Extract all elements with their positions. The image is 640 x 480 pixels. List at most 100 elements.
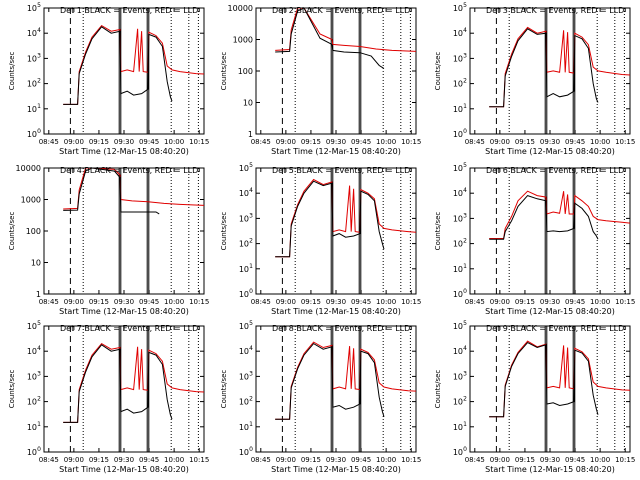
y-tick-label: 10	[453, 240, 463, 249]
y-tick-label-exp: 2	[463, 78, 467, 85]
y-tick-label: 10	[27, 347, 37, 356]
x-tick-label: 10:00	[164, 456, 184, 464]
x-axis-title: Start Time (12-Mar-15 08:40:20)	[271, 307, 401, 316]
x-tick-label: 10:00	[376, 298, 396, 306]
y-tick-label-exp: 4	[37, 345, 41, 352]
y-tick-label: 1000	[233, 36, 253, 45]
x-tick-label: 08:45	[251, 138, 271, 146]
y-tick-label: 10	[453, 322, 463, 331]
y-tick-label-exp: 3	[37, 52, 41, 59]
y-tick-label-exp: 1	[249, 421, 253, 428]
x-tick-label: 09:15	[89, 456, 109, 464]
y-tick-label-exp: 3	[249, 370, 253, 377]
y-tick-label: 10	[453, 29, 463, 38]
x-tick-label: 09:15	[89, 298, 109, 306]
x-tick-label: 09:30	[114, 138, 134, 146]
y-tick-label-exp: 4	[463, 187, 467, 194]
events-series-line	[489, 195, 599, 240]
x-tick-label: 09:45	[139, 138, 159, 146]
x-tick-label: 08:45	[251, 298, 271, 306]
lld-series-line	[275, 8, 416, 52]
y-tick-label: 10000	[16, 164, 41, 173]
y-tick-label-exp: 1	[37, 421, 41, 428]
x-tick-label: 09:00	[276, 138, 296, 146]
panel-title: Det 5 BLACK = Events, RED = LLD	[272, 166, 410, 175]
lld-series-line	[275, 178, 416, 258]
y-tick-label: 1000	[21, 196, 41, 205]
y-tick-label: 10	[27, 372, 37, 381]
x-tick-label: 08:45	[465, 456, 485, 464]
x-tick-label: 09:45	[351, 456, 371, 464]
y-tick-label-exp: 1	[249, 263, 253, 270]
events-series-line	[489, 28, 599, 108]
y-tick-label-exp: 2	[37, 78, 41, 85]
y-tick-label: 10	[453, 347, 463, 356]
x-tick-label: 10:00	[590, 456, 610, 464]
y-tick-label-exp: 3	[37, 370, 41, 377]
events-series-line	[489, 341, 599, 418]
y-axis-title: Counts/sec	[8, 212, 16, 251]
y-tick-label-exp: 0	[463, 446, 467, 453]
x-tick-label: 09:30	[540, 298, 560, 306]
y-tick-label: 10	[453, 372, 463, 381]
y-axis-title: Counts/sec	[434, 52, 442, 91]
x-tick-label: 10:00	[590, 138, 610, 146]
x-axis-title: Start Time (12-Mar-15 08:40:20)	[59, 307, 189, 316]
y-tick-label-exp: 2	[463, 238, 467, 245]
y-tick-label-exp: 4	[249, 187, 253, 194]
x-tick-label: 10:15	[189, 298, 209, 306]
x-tick-label: 09:15	[89, 138, 109, 146]
y-tick-label-exp: 1	[37, 103, 41, 110]
x-axis-title: Start Time (12-Mar-15 08:40:20)	[485, 465, 615, 474]
y-tick-label-exp: 0	[463, 128, 467, 135]
y-tick-label: 10	[243, 99, 253, 108]
y-tick-label: 10	[239, 164, 249, 173]
events-series-line	[275, 8, 385, 69]
y-tick-label: 1	[36, 290, 41, 299]
y-tick-label-exp: 3	[249, 212, 253, 219]
x-tick-label: 09:45	[139, 298, 159, 306]
lld-series-line	[275, 341, 416, 420]
x-tick-label: 09:45	[565, 298, 585, 306]
y-tick-label: 10	[239, 347, 249, 356]
y-tick-label: 10	[239, 448, 249, 457]
lld-series-line	[63, 24, 204, 105]
y-tick-label: 10	[27, 130, 37, 139]
y-axis-title: Counts/sec	[434, 212, 442, 251]
y-tick-label: 10	[453, 423, 463, 432]
y-tick-label: 10	[453, 265, 463, 274]
y-tick-label: 10	[27, 448, 37, 457]
y-tick-label-exp: 2	[249, 238, 253, 245]
x-tick-label: 09:30	[540, 138, 560, 146]
y-tick-label: 10	[453, 164, 463, 173]
x-tick-label: 09:15	[515, 456, 535, 464]
x-tick-label: 10:15	[615, 298, 635, 306]
y-tick-label: 10	[31, 259, 41, 268]
y-tick-label-exp: 1	[463, 103, 467, 110]
y-tick-label: 10	[239, 214, 249, 223]
x-tick-label: 09:30	[326, 138, 346, 146]
y-tick-label-exp: 5	[463, 162, 467, 169]
y-tick-label-exp: 2	[249, 396, 253, 403]
lld-series-line	[63, 168, 204, 210]
x-tick-label: 08:45	[39, 298, 59, 306]
lld-series-line	[489, 340, 630, 418]
x-tick-label: 09:45	[565, 456, 585, 464]
y-tick-label: 10	[239, 398, 249, 407]
x-tick-label: 10:00	[164, 138, 184, 146]
x-tick-label: 09:15	[301, 298, 321, 306]
x-tick-label: 10:00	[376, 456, 396, 464]
events-series-line	[63, 26, 173, 105]
y-tick-label: 10	[239, 265, 249, 274]
y-tick-label: 10	[27, 80, 37, 89]
x-axis-title: Start Time (12-Mar-15 08:40:20)	[485, 307, 615, 316]
x-tick-label: 09:00	[64, 298, 84, 306]
panel-2: 1 10 100 1000 10000 08:45 09:00 09:15 09:30 09:45…	[220, 4, 421, 156]
y-tick-label-exp: 1	[463, 421, 467, 428]
x-tick-label: 10:00	[164, 298, 184, 306]
y-tick-label: 10	[27, 398, 37, 407]
x-tick-label: 10:15	[401, 138, 421, 146]
